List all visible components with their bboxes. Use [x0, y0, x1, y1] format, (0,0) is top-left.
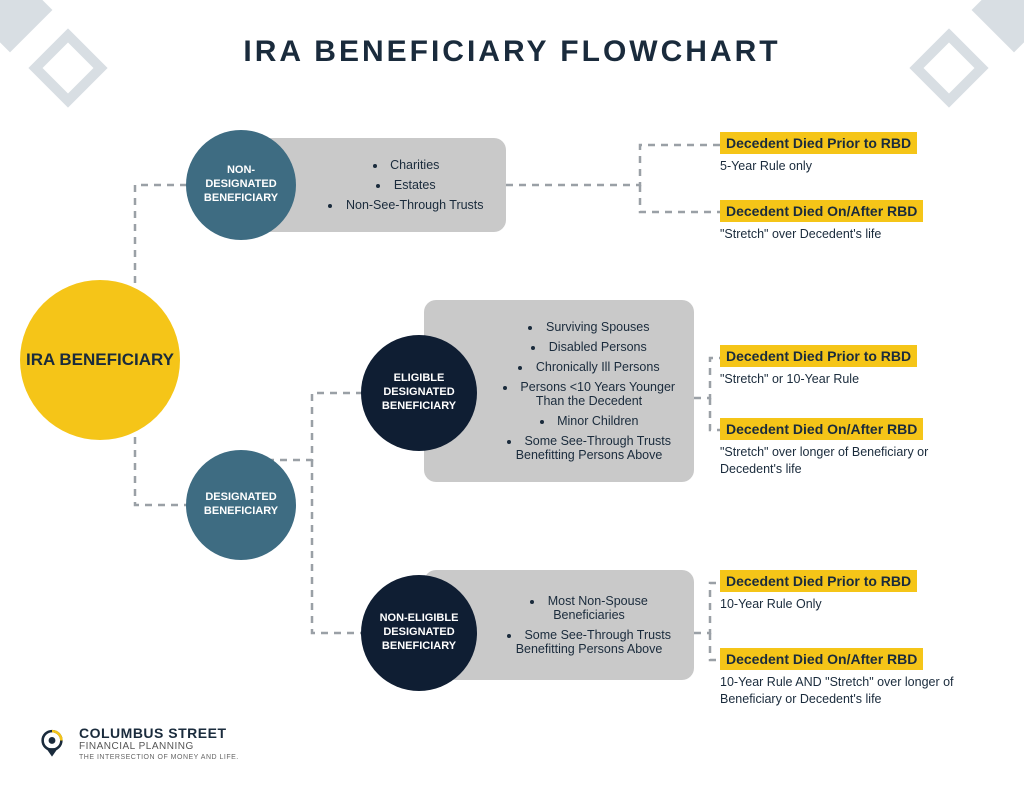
node-eligible-designated-beneficiary: ELIGIBLE DESIGNATED BENEFICIARY: [361, 335, 477, 451]
outcome-heading: Decedent Died Prior to RBD: [720, 132, 917, 154]
outcome-heading: Decedent Died On/After RBD: [720, 418, 923, 440]
panel-list: Most Non-Spouse Beneficiaries Some See-Th…: [484, 594, 676, 656]
outcome-sub: "Stretch" over Decedent's life: [720, 226, 923, 243]
outcome-non-designated-0: Decedent Died Prior to RBD 5-Year Rule on…: [720, 132, 917, 175]
list-item: Disabled Persons: [502, 340, 676, 354]
outcome-sub: 10-Year Rule Only: [720, 596, 917, 613]
outcome-heading: Decedent Died On/After RBD: [720, 648, 923, 670]
node-designated-beneficiary: DESIGNATED BENEFICIARY: [186, 450, 296, 560]
outcome-non-designated-1: Decedent Died On/After RBD "Stretch" over…: [720, 200, 923, 243]
outcome-heading: Decedent Died On/After RBD: [720, 200, 923, 222]
panel-list: Charities Estates Non-See-Through Trusts: [306, 158, 488, 212]
list-item: Charities: [324, 158, 488, 172]
list-item: Chronically Ill Persons: [502, 360, 676, 374]
node-label: DESIGNATED BENEFICIARY: [186, 491, 296, 519]
node-ira-beneficiary: IRA BENEFICIARY: [20, 280, 180, 440]
list-item: Surviving Spouses: [502, 320, 676, 334]
outcome-eligible-1: Decedent Died On/After RBD "Stretch" over…: [720, 418, 960, 478]
node-label: NON-DESIGNATED BENEFICIARY: [186, 164, 296, 205]
list-item: Minor Children: [502, 414, 676, 428]
list-item: Persons <10 Years Younger Than the Deced…: [502, 380, 676, 408]
node-label: IRA BENEFICIARY: [26, 349, 174, 370]
outcome-heading: Decedent Died Prior to RBD: [720, 345, 917, 367]
outcome-sub: 5-Year Rule only: [720, 158, 917, 175]
outcome-eligible-0: Decedent Died Prior to RBD "Stretch" or 1…: [720, 345, 917, 388]
node-non-eligible-designated-beneficiary: NON-ELIGIBLE DESIGNATED BENEFICIARY: [361, 575, 477, 691]
list-item: Some See-Through Trusts Benefitting Pers…: [502, 434, 676, 462]
node-label: NON-ELIGIBLE DESIGNATED BENEFICIARY: [361, 612, 477, 653]
panel-list: Surviving Spouses Disabled Persons Chronic…: [484, 320, 676, 462]
outcome-sub: "Stretch" over longer of Beneficiary or …: [720, 444, 960, 478]
outcome-sub: 10-Year Rule AND "Stretch" over longer o…: [720, 674, 960, 708]
node-non-designated-beneficiary: NON-DESIGNATED BENEFICIARY: [186, 130, 296, 240]
outcome-heading: Decedent Died Prior to RBD: [720, 570, 917, 592]
list-item: Non-See-Through Trusts: [324, 198, 488, 212]
node-label: ELIGIBLE DESIGNATED BENEFICIARY: [361, 372, 477, 413]
outcome-non-eligible-1: Decedent Died On/After RBD 10-Year Rule A…: [720, 648, 960, 708]
list-item: Some See-Through Trusts Benefitting Pers…: [502, 628, 676, 656]
outcome-non-eligible-0: Decedent Died Prior to RBD 10-Year Rule O…: [720, 570, 917, 613]
outcome-sub: "Stretch" or 10-Year Rule: [720, 371, 917, 388]
list-item: Estates: [324, 178, 488, 192]
list-item: Most Non-Spouse Beneficiaries: [502, 594, 676, 622]
